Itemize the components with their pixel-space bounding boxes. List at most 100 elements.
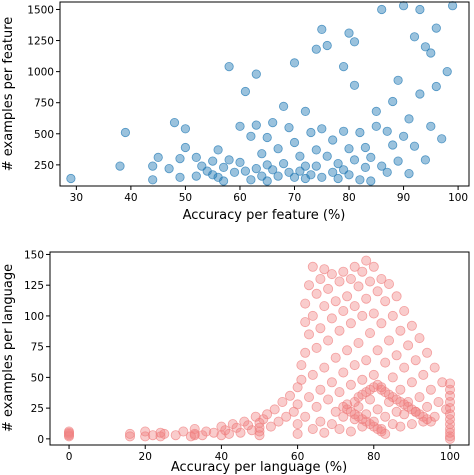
top-y-tick-label: 500 xyxy=(34,129,54,141)
top-data-point xyxy=(240,86,250,97)
bottom-data-point xyxy=(361,255,372,266)
top-data-point xyxy=(278,101,289,112)
bottom-x-tick-label: 40 xyxy=(215,451,228,463)
top-data-point xyxy=(224,155,234,165)
bottom-y-tick-label: 75 xyxy=(31,342,44,354)
bottom-data-point xyxy=(357,310,368,321)
bottom-data-point xyxy=(273,416,284,427)
bottom-data-point xyxy=(246,425,257,436)
top-data-point xyxy=(169,118,180,128)
bottom-data-point xyxy=(353,337,364,348)
top-data-point xyxy=(349,37,360,47)
bottom-data-point xyxy=(311,342,322,353)
bottom-data-point xyxy=(265,421,276,432)
top-data-point xyxy=(180,142,190,153)
bottom-data-point xyxy=(444,427,455,438)
top-data-point xyxy=(317,24,327,35)
bottom-data-point xyxy=(342,291,353,302)
top-data-point xyxy=(300,106,310,117)
bottom-data-point xyxy=(292,399,303,410)
top-data-point xyxy=(404,169,414,179)
bottom-data-point xyxy=(307,423,318,434)
bottom-y-tick-label: 100 xyxy=(24,311,44,323)
top-data-point xyxy=(289,137,300,148)
top-data-point xyxy=(388,96,398,107)
top-x-ticks: 30 40 50 60 70 80 90 100 xyxy=(70,186,468,204)
bottom-data-point xyxy=(395,421,406,432)
bottom-data-point xyxy=(239,416,250,427)
top-data-point xyxy=(338,126,349,136)
top-data-point xyxy=(273,171,283,181)
top-data-point xyxy=(300,161,310,171)
top-y-tick-label: 250 xyxy=(34,160,54,172)
top-data-point xyxy=(333,173,343,184)
top-data-point xyxy=(415,4,425,15)
bottom-data-point xyxy=(307,369,318,380)
bottom-data-point xyxy=(250,411,261,422)
top-data-point xyxy=(153,152,163,162)
bottom-data-point xyxy=(292,419,303,430)
top-data-point xyxy=(437,134,447,144)
bottom-x-tick-label: 80 xyxy=(367,451,380,463)
bottom-data-point xyxy=(326,269,337,280)
bottom-data-point xyxy=(319,264,330,275)
top-data-point xyxy=(219,162,229,172)
bottom-x-tick-label: 100 xyxy=(440,451,460,463)
bottom-data-point xyxy=(364,276,375,287)
top-data-point xyxy=(289,172,300,182)
top-data-point xyxy=(382,126,392,136)
top-data-point xyxy=(409,141,420,151)
top-data-point xyxy=(311,145,321,155)
bottom-data-point xyxy=(444,378,455,389)
top-data-point xyxy=(273,144,283,154)
bottom-data-point xyxy=(326,313,337,324)
bottom-data-point xyxy=(216,421,227,432)
top-data-point xyxy=(262,176,272,186)
bottom-data-point xyxy=(197,430,208,441)
bottom-data-point xyxy=(323,335,334,346)
top-data-point xyxy=(409,32,420,42)
bottom-data-point xyxy=(410,355,421,366)
top-data-point xyxy=(404,114,414,124)
bottom-data-point xyxy=(357,421,368,432)
bottom-data-point xyxy=(353,281,364,292)
bottom-data-point xyxy=(323,283,334,294)
top-data-point xyxy=(262,132,272,143)
top-data-point xyxy=(175,172,185,182)
bottom-data-point xyxy=(125,431,136,442)
bottom-data-point xyxy=(425,416,436,427)
top-data-point xyxy=(317,172,327,182)
bottom-data-point xyxy=(223,428,234,439)
bottom-data-point xyxy=(189,423,200,434)
bottom-data-point xyxy=(357,374,368,385)
top-data-point xyxy=(447,1,458,11)
bottom-data-point xyxy=(292,428,303,439)
top-data-point xyxy=(191,152,201,162)
bottom-data-point xyxy=(406,419,417,430)
top-data-point xyxy=(208,156,218,166)
bottom-data-point xyxy=(395,384,406,395)
top-data-point xyxy=(415,89,425,99)
bottom-data-point xyxy=(147,430,158,441)
bottom-data-point xyxy=(307,310,318,321)
bottom-data-point xyxy=(159,428,170,439)
bottom-data-point xyxy=(125,428,136,439)
bottom-data-point xyxy=(391,406,402,417)
top-data-point xyxy=(442,67,452,77)
bottom-data-point xyxy=(269,404,280,415)
bottom-data-point xyxy=(376,273,387,284)
top-data-point xyxy=(431,81,441,92)
top-plot-frame xyxy=(59,1,470,187)
bottom-chart: 0 20 40 60 80 100 0 25 50 75 100 125 150 Accuracy p… xyxy=(1,249,470,475)
top-data-point xyxy=(398,1,409,11)
top-x-tick-label: 70 xyxy=(288,192,301,204)
bottom-data-point xyxy=(315,416,326,427)
top-data-point xyxy=(240,166,250,176)
top-data-point xyxy=(164,164,174,174)
top-data-point xyxy=(322,151,332,161)
bottom-data-point xyxy=(315,384,326,395)
bottom-data-point xyxy=(406,320,417,331)
top-data-point xyxy=(246,131,256,141)
bottom-data-point xyxy=(383,278,394,289)
bottom-data-point xyxy=(338,367,349,378)
